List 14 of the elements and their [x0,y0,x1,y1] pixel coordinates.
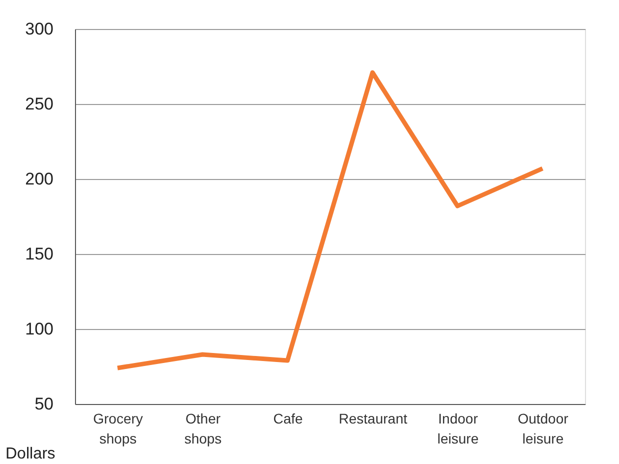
y-tick-label: 300 [25,20,54,38]
y-tick-label: 100 [25,320,54,338]
x-tick-label: Grocery shops [93,410,143,446]
y-tick-label: 150 [25,244,54,264]
x-tick-label: Outdoor leisure [518,410,569,446]
y-axis-title: Dollars [6,446,56,462]
x-tick-label: Restaurant [338,410,408,426]
x-tick-label: Cafe [273,410,303,426]
y-tick-label: 50 [34,394,54,414]
line-series [115,70,545,370]
y-tick-label: 250 [25,94,54,114]
x-tick-label: Other shops [184,410,222,446]
y-tick-label: 200 [25,170,54,188]
x-tick-label: Indoor leisure [437,410,479,446]
